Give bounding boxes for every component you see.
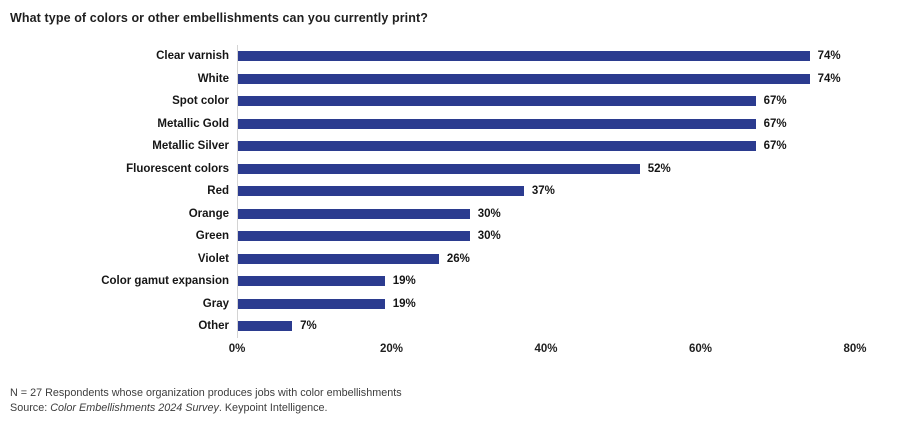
bar	[238, 118, 756, 129]
category-label: Gray	[202, 297, 229, 310]
bar	[238, 51, 810, 62]
x-axis-tick-label: 60%	[688, 342, 713, 355]
x-axis: 0% 20% 40% 60% 80%	[229, 342, 867, 359]
footer-note: N = 27 Respondents whose organization pr…	[10, 387, 402, 399]
bar	[238, 298, 385, 309]
category-label: Green	[195, 230, 229, 243]
value-label: 67%	[763, 95, 787, 108]
x-axis-tick-label: 40%	[534, 342, 558, 355]
category-label: Orange	[188, 207, 229, 220]
category-label: Spot color	[172, 95, 229, 108]
category-label: White	[197, 72, 229, 85]
value-label: 74%	[817, 72, 841, 85]
bar-row: Red 37%	[10, 180, 882, 203]
value-label: 30%	[477, 207, 501, 220]
bar	[238, 231, 470, 242]
bar-track: 19%	[237, 292, 856, 315]
bar	[238, 73, 810, 84]
bar-row: Violet 26%	[10, 247, 882, 270]
bar	[238, 163, 640, 174]
bar	[238, 96, 756, 107]
bar-chart: Clear varnish 74% White 74% Spot color 67% Met…	[10, 45, 882, 359]
chart-footer: N = 27 Respondents whose organization pr…	[10, 386, 402, 416]
bar-track: 74%	[237, 67, 856, 90]
bar-track: 19%	[237, 270, 856, 293]
bar-row: White 74%	[10, 67, 882, 90]
bar-row: Green 30%	[10, 225, 882, 248]
footer-source-prefix: Source:	[10, 402, 51, 415]
bar-row: Metallic Silver 67%	[10, 135, 882, 158]
bar-row: Fluorescent colors 52%	[10, 157, 882, 180]
bar	[238, 208, 470, 219]
footer-source-title: Color Embellishments 2024 Survey	[50, 402, 219, 415]
bar	[238, 321, 293, 332]
value-label: 26%	[446, 252, 470, 265]
bar	[238, 141, 756, 152]
category-label: Clear varnish	[156, 50, 229, 63]
bar-row: Clear varnish 74%	[10, 45, 882, 68]
value-label: 19%	[392, 297, 416, 310]
category-label: Violet	[197, 252, 229, 265]
bar	[238, 276, 385, 287]
bar-track: 7%	[237, 315, 856, 338]
bar-row: Metallic Gold 67%	[10, 112, 882, 135]
bar-row: Orange 30%	[10, 202, 882, 225]
value-label: 52%	[647, 162, 671, 175]
bar-track: 37%	[237, 180, 856, 203]
bar-row: Gray 19%	[10, 292, 882, 315]
x-axis-tick-label: 80%	[843, 342, 867, 355]
category-label: Other	[198, 320, 229, 333]
bar-track: 26%	[237, 247, 856, 270]
bar-row: Other 7%	[10, 315, 882, 338]
bar-track: 67%	[237, 90, 856, 113]
value-label: 37%	[531, 185, 555, 198]
value-label: 74%	[817, 50, 841, 63]
value-label: 30%	[477, 230, 501, 243]
footer-source-suffix: . Keypoint Intelligence.	[218, 402, 328, 415]
category-label: Red	[207, 185, 229, 198]
category-label: Metallic Gold	[157, 117, 229, 130]
category-label: Metallic Silver	[152, 140, 229, 153]
category-label: Fluorescent colors	[126, 162, 229, 175]
value-label: 19%	[392, 275, 416, 288]
bar	[238, 186, 524, 197]
bar-track: 67%	[237, 135, 856, 158]
bar-row: Color gamut expansion 19%	[10, 270, 882, 293]
bar	[238, 253, 439, 264]
bar-track: 67%	[237, 112, 856, 135]
category-label: Color gamut expansion	[101, 275, 229, 288]
bar-track: 30%	[237, 202, 856, 225]
x-axis-tick-label: 0%	[228, 342, 246, 355]
value-label: 67%	[763, 140, 787, 153]
x-axis-tick-label: 20%	[379, 342, 404, 355]
bar-track: 30%	[237, 225, 856, 248]
chart-title: What type of colors or other embellishme…	[10, 11, 428, 25]
value-label: 67%	[763, 117, 787, 130]
bar-row: Spot color 67%	[10, 90, 882, 113]
bar-track: 74%	[237, 45, 856, 68]
chart-rows: Clear varnish 74% White 74% Spot color 67% Met…	[10, 45, 882, 338]
value-label: 7%	[300, 320, 317, 333]
footer-source: Source: Color Embellishments 2024 Survey…	[10, 401, 402, 416]
bar-track: 52%	[237, 157, 856, 180]
